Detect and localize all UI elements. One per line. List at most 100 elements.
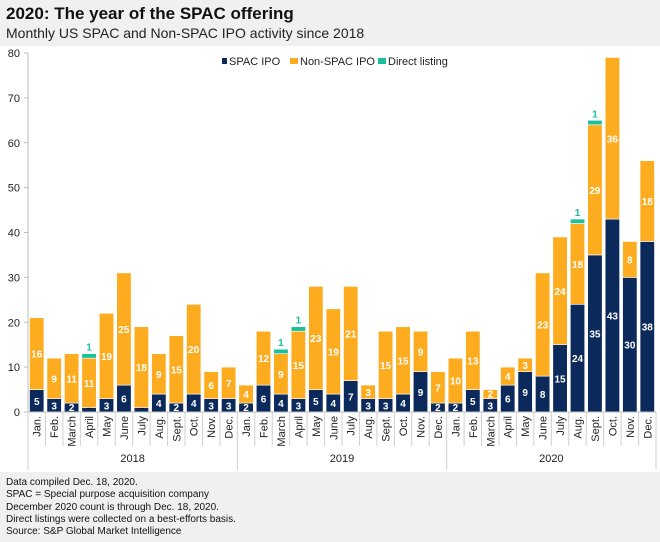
y-tick-label: 0 — [14, 407, 20, 419]
data-label: 29 — [589, 186, 601, 197]
data-label: 21 — [345, 329, 357, 340]
x-tick-label: Jan. — [450, 416, 462, 437]
data-label: 18 — [136, 363, 148, 374]
x-tick-label: June — [119, 416, 131, 440]
legend-swatch — [222, 58, 227, 64]
x-tick-label: May — [311, 416, 323, 437]
data-label: 9 — [51, 374, 57, 385]
bar-non-spac-ipo — [168, 335, 184, 404]
data-label: 1 — [592, 109, 598, 120]
bar-non-spac-ipo — [378, 330, 394, 399]
data-label: 9 — [418, 347, 424, 358]
bar-non-spac-ipo — [325, 308, 341, 395]
data-label: 6 — [505, 395, 511, 406]
legend-label: Direct listing — [388, 56, 448, 68]
bar-direct-listing — [290, 326, 306, 332]
data-label: 43 — [607, 312, 619, 323]
legend-swatch — [290, 58, 298, 64]
data-label: 1 — [86, 343, 92, 354]
data-label: 35 — [589, 329, 601, 340]
data-label: 3 — [365, 401, 371, 412]
x-tick-label: Oct. — [398, 416, 410, 436]
x-tick-label: Dec. — [433, 416, 445, 439]
data-label: 3 — [208, 401, 214, 412]
data-label: 11 — [84, 379, 95, 390]
data-label: 25 — [118, 325, 130, 336]
bar-direct-listing — [273, 348, 289, 354]
data-label: 8 — [627, 255, 633, 266]
bar-non-spac-ipo — [622, 241, 638, 278]
x-tick-label: Sept. — [590, 416, 602, 442]
bar-non-spac-ipo — [308, 286, 324, 390]
data-label: 3 — [226, 401, 232, 412]
legend-label: Non-SPAC IPO — [300, 56, 375, 68]
bar-non-spac-ipo — [64, 353, 80, 404]
bar-non-spac-ipo — [186, 303, 202, 395]
bar-non-spac-ipo — [482, 389, 498, 399]
x-tick-label: April — [84, 416, 96, 438]
data-label: 4 — [278, 399, 284, 410]
data-label: 3 — [383, 401, 389, 412]
bar-non-spac-ipo — [500, 366, 516, 386]
bar-non-spac-ipo — [447, 357, 463, 404]
x-tick-label: Aug. — [154, 416, 166, 439]
data-label: 9 — [156, 370, 162, 381]
data-label: 24 — [554, 287, 566, 298]
data-label: 20 — [188, 345, 200, 356]
x-tick-label: Nov. — [416, 416, 428, 438]
bar-non-spac-ipo — [430, 371, 446, 404]
bar-non-spac-ipo — [517, 357, 533, 372]
x-tick-label: April — [503, 416, 515, 438]
data-label: 9 — [278, 370, 284, 381]
y-tick-label: 40 — [8, 228, 20, 240]
y-tick-label: 20 — [8, 317, 20, 329]
data-label: 2 — [487, 390, 493, 401]
data-label: 8 — [540, 390, 546, 401]
data-label: 2 — [69, 403, 75, 414]
y-tick-label: 60 — [8, 138, 20, 150]
x-tick-label: April — [293, 416, 305, 438]
x-tick-label: Feb. — [468, 416, 480, 438]
chart-area: 0102030405060708051639211111131962511849… — [0, 46, 660, 472]
bar-non-spac-ipo — [604, 57, 620, 220]
data-label: 30 — [624, 341, 636, 352]
x-tick-label: Aug. — [573, 416, 585, 439]
data-label: 9 — [522, 388, 528, 399]
data-label: 1 — [575, 208, 581, 219]
y-tick-label: 70 — [8, 93, 20, 105]
x-tick-label: March — [485, 416, 497, 447]
footnote-source: Source: S&P Global Market Intelligence — [6, 526, 182, 538]
data-label: 3 — [522, 361, 528, 372]
x-tick-label: Aug. — [363, 416, 375, 439]
bar-non-spac-ipo — [255, 330, 272, 386]
data-label: 4 — [330, 399, 336, 410]
data-label: 4 — [400, 399, 406, 410]
data-label: 23 — [310, 334, 322, 345]
bar-direct-listing — [81, 353, 97, 359]
y-tick-label: 30 — [8, 272, 20, 284]
data-label: 3 — [487, 401, 493, 412]
data-label: 18 — [642, 197, 654, 208]
year-label: 2018 — [120, 453, 144, 465]
bar-non-spac-ipo — [116, 272, 132, 386]
x-tick-label: Dec. — [224, 416, 236, 439]
x-tick-label: Oct. — [607, 416, 619, 436]
data-label: 18 — [572, 260, 584, 271]
data-label: 1 — [296, 316, 302, 327]
bar-non-spac-ipo — [133, 326, 149, 408]
data-label: 5 — [313, 397, 319, 408]
data-label: 5 — [470, 397, 476, 408]
bar-non-spac-ipo — [552, 236, 568, 345]
x-tick-label: July — [136, 416, 148, 436]
data-label: 4 — [243, 390, 249, 401]
x-tick-label: July — [346, 416, 358, 436]
data-label: 15 — [554, 374, 566, 385]
y-tick-label: 50 — [8, 183, 20, 195]
x-tick-label: Nov. — [625, 416, 637, 438]
data-label: 13 — [467, 356, 479, 367]
x-tick-label: Feb. — [49, 416, 61, 438]
x-tick-label: Jan. — [241, 416, 253, 437]
data-label: 2 — [453, 403, 459, 414]
bar-non-spac-ipo — [238, 384, 254, 404]
data-label: 7 — [226, 379, 232, 390]
